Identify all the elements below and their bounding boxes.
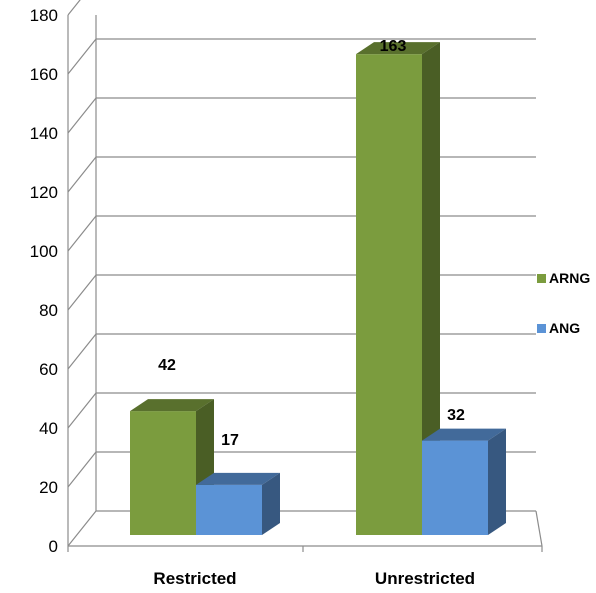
floor-right-edge (535, 510, 543, 547)
y-tick-labels: 0 20 40 60 80 100 120 140 160 180 (30, 6, 58, 556)
category-label: Unrestricted (375, 569, 475, 588)
y-tick-label: 40 (39, 419, 58, 438)
category-labels: Restricted Unrestricted (153, 569, 475, 588)
gridline (67, 97, 536, 134)
data-label: 163 (380, 38, 407, 55)
y-tick-label: 180 (30, 6, 58, 25)
y-tick-label: 120 (30, 183, 58, 202)
bar-side (488, 428, 506, 535)
legend-swatch (537, 324, 546, 333)
bar-side (422, 42, 440, 536)
bar (130, 411, 196, 535)
bar-top (196, 472, 280, 485)
legend-swatch (537, 274, 546, 283)
data-label: 42 (158, 357, 176, 374)
gridline (67, 215, 536, 252)
category-label: Restricted (153, 569, 236, 588)
gridline (67, 274, 536, 311)
y-tick-label: 20 (39, 478, 58, 497)
gridline (67, 0, 81, 16)
data-labels: 42 17 163 32 (158, 38, 465, 449)
legend: ARNG ANG (537, 270, 590, 336)
bar (356, 54, 422, 536)
bar-side (262, 472, 280, 535)
axes (67, 15, 543, 552)
legend-label: ARNG (549, 270, 590, 286)
y-tick-label: 140 (30, 124, 58, 143)
y-tick-label: 0 (49, 537, 58, 556)
bar-top (356, 42, 440, 55)
gridline (67, 333, 536, 370)
bar (422, 440, 488, 535)
bars (130, 42, 506, 536)
legend-label: ANG (549, 320, 580, 336)
data-label: 32 (447, 407, 465, 424)
bar-top (422, 428, 506, 441)
y-tick-label: 100 (30, 242, 58, 261)
gridline (67, 156, 536, 193)
bar (196, 484, 262, 535)
y-tick-label: 160 (30, 65, 58, 84)
y-tick-label: 60 (39, 360, 58, 379)
data-label: 17 (221, 432, 239, 449)
gridline (67, 38, 536, 75)
y-tick-label: 80 (39, 301, 58, 320)
bar-top (130, 399, 214, 412)
